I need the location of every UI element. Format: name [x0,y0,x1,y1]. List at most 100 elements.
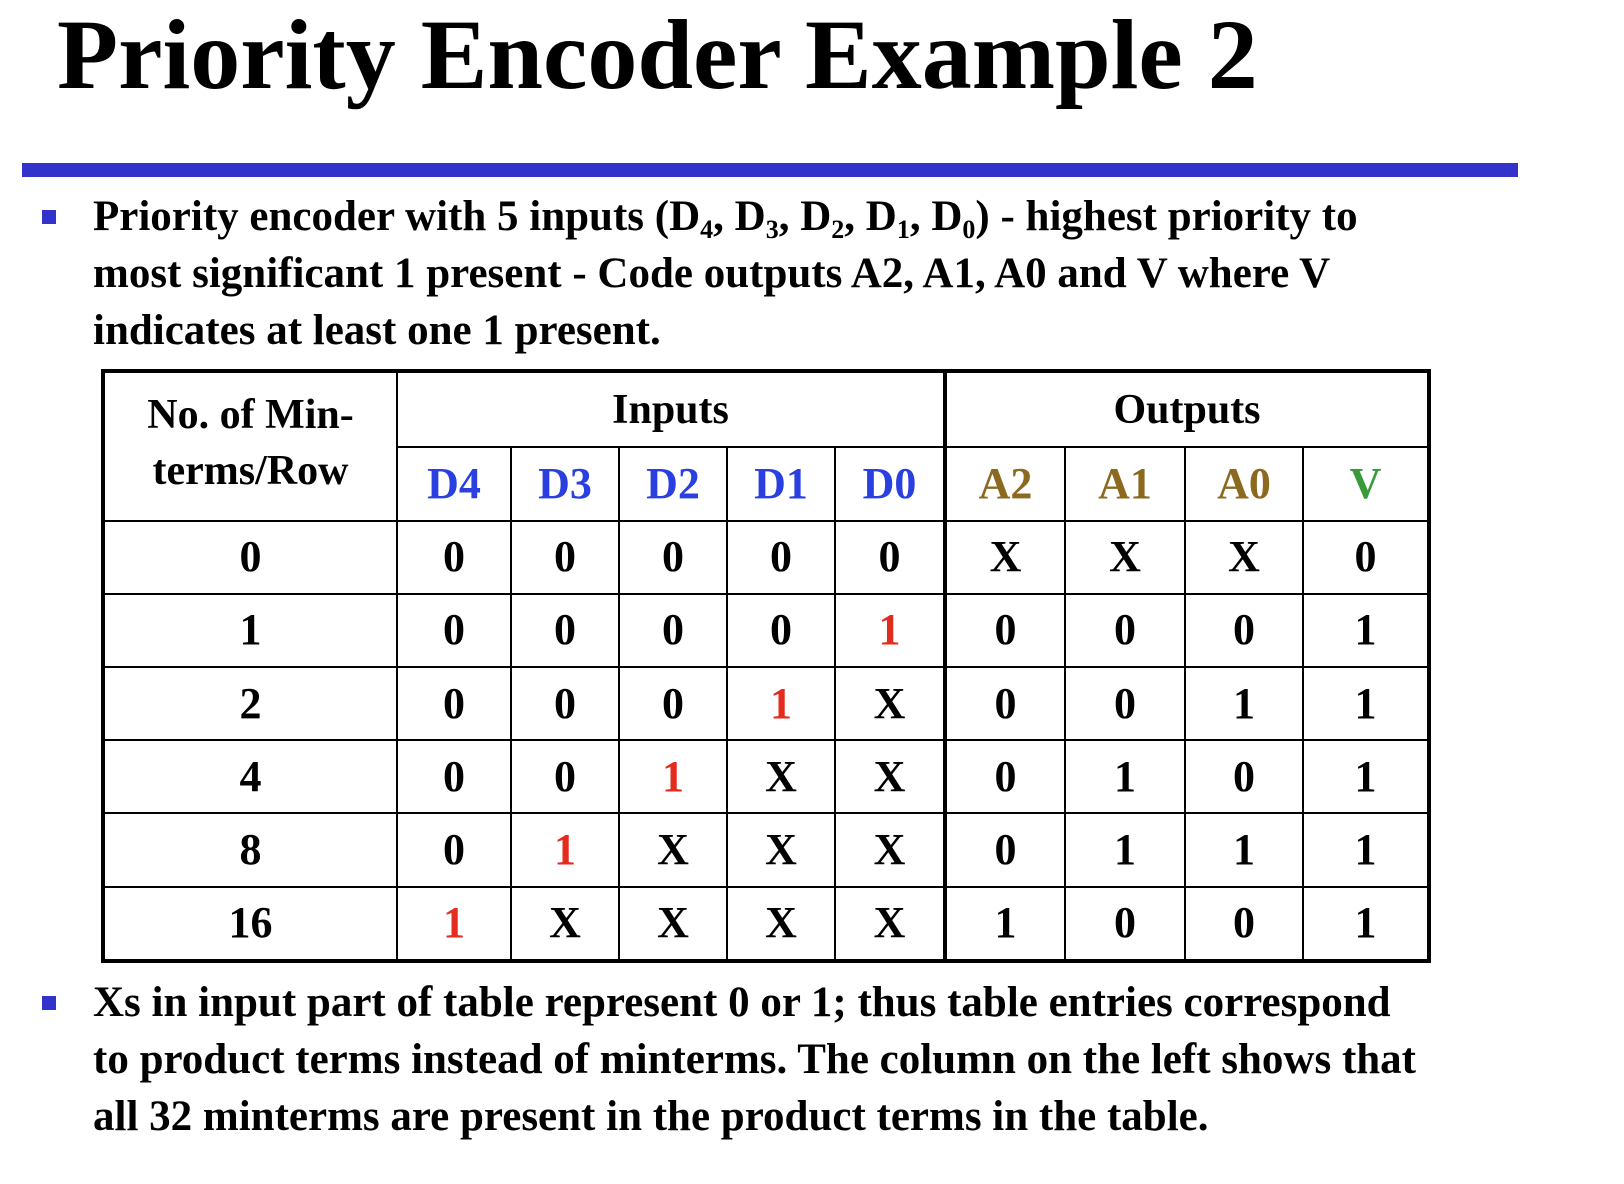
table-cell: 1 [1184,812,1304,888]
table-cell: 0 [726,519,836,595]
table-cell: 1 [510,812,620,888]
square-bullet-icon [42,210,56,224]
table-cell: 0 [618,592,728,668]
table-cell: 0 [943,739,1066,815]
table-column-header-row: D4 D3 D2 D1 D0 A2 A1 A0 V [103,446,1430,522]
table-cell: 1 [1302,885,1430,963]
table-cell: 0 [1064,665,1186,742]
table-cell: X [834,812,946,888]
table-cell: 1 [618,739,728,815]
table-cell: 1 [834,592,946,668]
table-cell: 1 [1302,592,1430,668]
table-cell: 0 [396,665,512,742]
minterm-count-cell: 8 [102,812,398,888]
table-cell: X [618,812,728,888]
table-cell: X [726,812,836,888]
minterms-column-header: No. of Min-terms/Row [102,370,398,522]
table-cell: X [834,739,946,815]
title-divider [22,163,1518,177]
bullet-line: to product terms instead of minterms. Th… [93,1036,1417,1083]
table-cell: 1 [1064,739,1186,815]
column-header-v: V [1302,446,1430,522]
table-cell: X [618,885,728,963]
table-cell: 0 [1184,739,1304,815]
inputs-group-header: Inputs [396,369,946,449]
table-cell: 1 [1302,739,1430,815]
table-cell: 1 [1302,665,1430,742]
subscript: 1 [896,215,910,244]
minterm-count-cell: 1 [102,592,398,668]
table-cell: 0 [943,812,1066,888]
table-cell: 1 [1302,812,1430,888]
minterm-count-cell: 0 [102,519,398,595]
table-cell: 0 [726,592,836,668]
bullet-line: most significant 1 present - Code output… [93,250,1331,297]
square-bullet-icon [42,996,56,1010]
column-header-a0: A0 [1184,446,1304,522]
bullet-item: Xs in input part of table represent 0 or… [0,974,1624,1174]
bullet-line: all 32 minterms are present in the produ… [93,1093,1209,1140]
table-cell: 0 [1302,519,1430,595]
table-cell: X [943,519,1066,595]
subscript: 4 [700,215,714,244]
subscript: 2 [831,215,845,244]
table-cell: X [834,885,946,963]
bullet-item: Priority encoder with 5 inputs (D4, D3, … [0,188,1624,368]
table-cell: 0 [943,592,1066,668]
minterm-count-cell: 4 [102,739,398,815]
table-cell: 0 [1064,885,1186,963]
bullet-text: Priority encoder with 5 inputs (D4, D3, … [93,188,1618,359]
table-cell: 1 [726,665,836,742]
column-header-d0: D0 [834,446,946,522]
minterm-count-cell: 16 [102,885,398,963]
truth-table: No. of Min-terms/Row Inputs Outputs D4 D3… [101,369,1431,963]
table-group-header-row: No. of Min-terms/Row Inputs Outputs [102,369,1430,522]
table-cell: 0 [1064,592,1186,668]
table-cell: 0 [510,519,620,595]
table-cell: 0 [396,739,512,815]
table-cell: 0 [943,665,1066,742]
subscript: 0 [962,215,976,244]
column-header-a1: A1 [1064,446,1186,522]
table-cell: 0 [510,665,620,742]
table-row: 16 1 X X X X 1 0 0 1 [102,885,1430,963]
table-cell: 1 [396,885,512,963]
table-cell: 0 [1184,592,1304,668]
table-cell: 1 [1064,812,1186,888]
minterm-count-cell: 2 [102,665,398,742]
table-cell: 0 [510,739,620,815]
slide-title: Priority Encoder Example 2 [57,0,1258,110]
table-cell: X [510,885,620,963]
bullet-line: indicates at least one 1 present. [93,307,661,354]
table-cell: 1 [943,885,1066,963]
column-header-a2: A2 [943,446,1066,522]
table-cell: 0 [396,592,512,668]
table-cell: 0 [396,519,512,595]
table-cell: X [834,665,946,742]
table-cell: 0 [618,665,728,742]
table-cell: 0 [396,812,512,888]
column-header-d2: D2 [618,446,728,522]
outputs-group-header: Outputs [943,369,1430,449]
table-cell: 0 [510,592,620,668]
bullet-text: Xs in input part of table represent 0 or… [93,974,1618,1145]
table-cell: X [1184,519,1304,595]
subscript: 3 [765,215,779,244]
table-cell: X [726,739,836,815]
table-cell: 1 [1184,665,1304,742]
column-header-d3: D3 [510,446,620,522]
table-cell: 0 [1184,885,1304,963]
table-cell: X [726,885,836,963]
table-cell: 0 [834,519,946,595]
bullet-line: Xs in input part of table represent 0 or… [93,979,1391,1026]
table-cell: 0 [618,519,728,595]
column-header-d4: D4 [396,446,512,522]
column-header-d1: D1 [726,446,836,522]
bullet-line: Priority encoder with 5 inputs (D4, D3, … [93,193,1358,244]
table-cell: X [1064,519,1186,595]
